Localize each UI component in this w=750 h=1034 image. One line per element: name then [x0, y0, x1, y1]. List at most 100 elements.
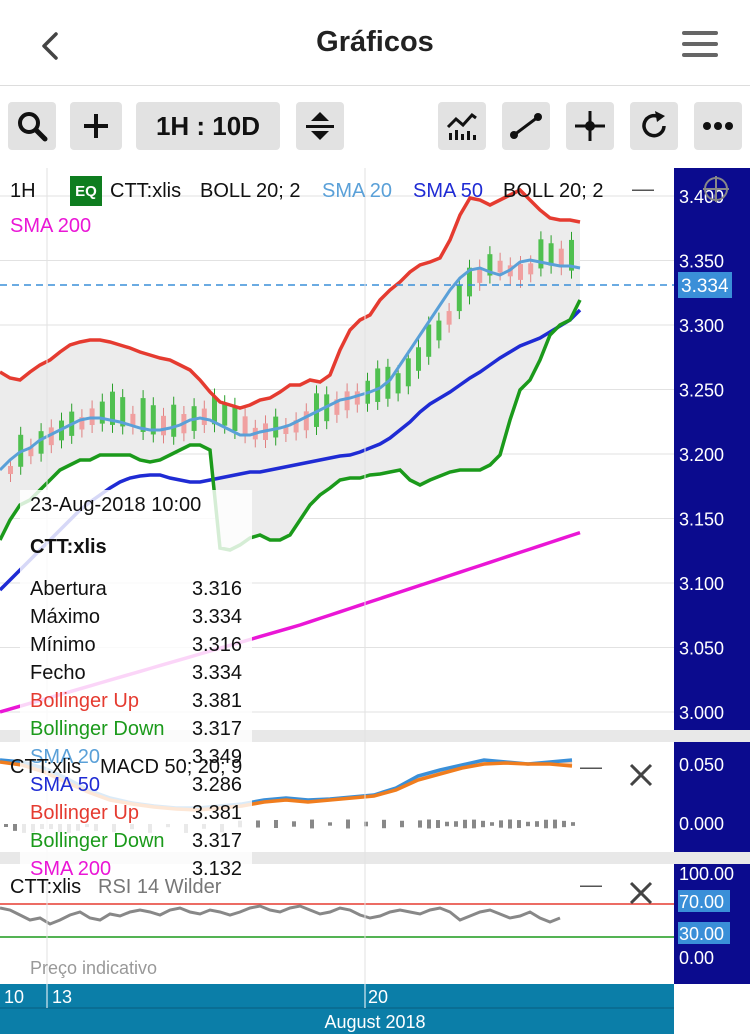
macd-histogram-bar — [508, 819, 512, 829]
macd-histogram-bar — [553, 819, 557, 829]
candle-body — [212, 396, 217, 425]
tooltip-row: Máximo 3.334 — [30, 606, 242, 629]
price-axis-label: 3.200 — [679, 445, 724, 465]
expand-button[interactable] — [296, 102, 344, 150]
indicators-icon — [446, 112, 477, 140]
legend-boll[interactable]: BOLL 20; 2 — [200, 180, 301, 202]
legend-sma20[interactable]: SMA 20 — [322, 180, 393, 202]
tooltip-row-label: Mínimo — [30, 634, 96, 656]
minimize-macd-button[interactable]: — — [580, 754, 602, 779]
timeline-month: August 2018 — [324, 1012, 425, 1032]
search-button[interactable] — [8, 102, 56, 150]
chart-area[interactable]: 3.334 3.400 3.350 3.300 3.250 3.200 3.150 3.10… — [0, 168, 750, 1034]
timeline-tick-label: 13 — [52, 987, 72, 1007]
candle-body — [201, 408, 207, 425]
macd-axis-label: 0.000 — [679, 814, 724, 834]
tooltip-row: Mínimo 3.316 — [30, 634, 242, 657]
chart-toolbar: 1H : 10D — [0, 86, 750, 168]
macd-histogram-bar — [400, 820, 404, 828]
candle-body — [569, 239, 574, 271]
price-axis-label: 3.300 — [679, 316, 724, 336]
price-axis-bg — [674, 168, 750, 730]
tooltip-row-value: 3.381 — [191, 690, 242, 712]
legend-sma50[interactable]: SMA 50 — [413, 180, 484, 202]
candle-body — [354, 391, 360, 405]
candle-body — [140, 398, 146, 432]
legend-sma200[interactable]: SMA 200 — [10, 215, 92, 237]
menu-button[interactable] — [680, 28, 720, 60]
rsi-chart: 100.00 70.00 30.00 0.00 — [0, 864, 734, 968]
candle-body — [467, 267, 472, 297]
tooltip-row-value: 3.317 — [191, 830, 242, 852]
current-price-value: 3.334 — [681, 276, 729, 297]
chart-canvas[interactable]: 3.334 3.400 3.350 3.300 3.250 3.200 3.150 3.10… — [0, 168, 750, 1034]
tooltip-row-label: Bollinger Down — [30, 718, 165, 740]
tooltip-row-label: Bollinger Down — [30, 830, 165, 852]
back-button[interactable] — [34, 26, 66, 66]
minimize-panel-button[interactable]: — — [632, 176, 654, 201]
expand-vertical-icon — [306, 112, 334, 140]
candle-body — [497, 260, 503, 273]
macd-histogram-bar — [4, 824, 8, 827]
macd-histogram-bar — [418, 820, 422, 828]
tooltip-row-value: 3.316 — [191, 634, 242, 656]
rsi-symbol: CTT:xlis — [10, 876, 82, 898]
macd-histogram-bar — [382, 819, 386, 829]
candle-body — [222, 403, 228, 426]
refresh-icon — [642, 111, 666, 138]
add-button[interactable] — [70, 102, 122, 150]
tooltip-row: Bollinger Up 3.381 — [30, 802, 242, 825]
tooltip-row: Bollinger Down 3.317 — [30, 830, 242, 853]
candle-body — [426, 324, 432, 357]
candle-body — [334, 399, 340, 415]
interval-label: 1H : 10D — [155, 110, 261, 141]
tooltip-row: Abertura 3.316 — [30, 578, 242, 601]
rsi-axis-label: 70.00 — [679, 892, 724, 912]
macd-label[interactable]: MACD 50; 20; 9 — [100, 756, 243, 778]
macd-histogram-bar — [571, 822, 575, 826]
price-axis-label: 3.100 — [679, 574, 724, 594]
candle-body — [28, 446, 34, 457]
close-macd-icon[interactable] — [628, 762, 654, 788]
crosshair-toggle-icon[interactable] — [703, 176, 729, 202]
more-icon — [703, 122, 733, 130]
tooltip-row-value: 3.381 — [191, 802, 242, 824]
candle-body — [283, 425, 289, 435]
rsi-label[interactable]: RSI 14 Wilder — [98, 876, 222, 898]
tooltip-row-label: Máximo — [30, 606, 101, 628]
tooltip-row-value: 3.334 — [191, 662, 242, 684]
eq-badge: EQ — [70, 176, 102, 206]
crosshair-button[interactable] — [566, 102, 614, 150]
macd-histogram-bar — [364, 821, 368, 827]
macd-histogram-bar — [562, 820, 566, 828]
more-button[interactable] — [694, 102, 742, 150]
indicators-button[interactable] — [438, 102, 486, 150]
candle-body — [303, 411, 309, 431]
candle-body — [79, 417, 85, 430]
symbol-label: CTT:xlis — [110, 180, 182, 202]
candle-body — [548, 243, 554, 266]
macd-histogram-bar — [544, 819, 548, 829]
candle-body — [273, 416, 279, 438]
candle-body — [120, 397, 126, 427]
tooltip-row-label: Bollinger Up — [30, 690, 139, 712]
macd-histogram-bar — [463, 819, 467, 829]
search-icon — [18, 112, 48, 142]
macd-axis-label: 0.050 — [679, 755, 724, 775]
legend-boll-2[interactable]: BOLL 20; 2 — [503, 180, 604, 202]
macd-axis-bg — [674, 742, 750, 852]
macd-histogram-bar — [346, 819, 350, 829]
candle-body — [38, 431, 44, 454]
tooltip-row: SMA 20 3.349 — [30, 746, 242, 769]
macd-histogram-bar — [535, 821, 539, 827]
draw-line-button[interactable] — [502, 102, 550, 150]
rsi-axis-tag — [678, 890, 730, 912]
close-rsi-icon[interactable] — [628, 880, 654, 906]
macd-histogram-bar — [517, 820, 521, 828]
sma20-line — [0, 258, 581, 472]
minimize-rsi-button[interactable]: — — [580, 872, 602, 897]
timeframe-label: 1H — [10, 180, 36, 202]
refresh-button[interactable] — [630, 102, 678, 150]
candle-body — [130, 413, 136, 427]
interval-button[interactable]: 1H : 10D — [136, 102, 280, 150]
